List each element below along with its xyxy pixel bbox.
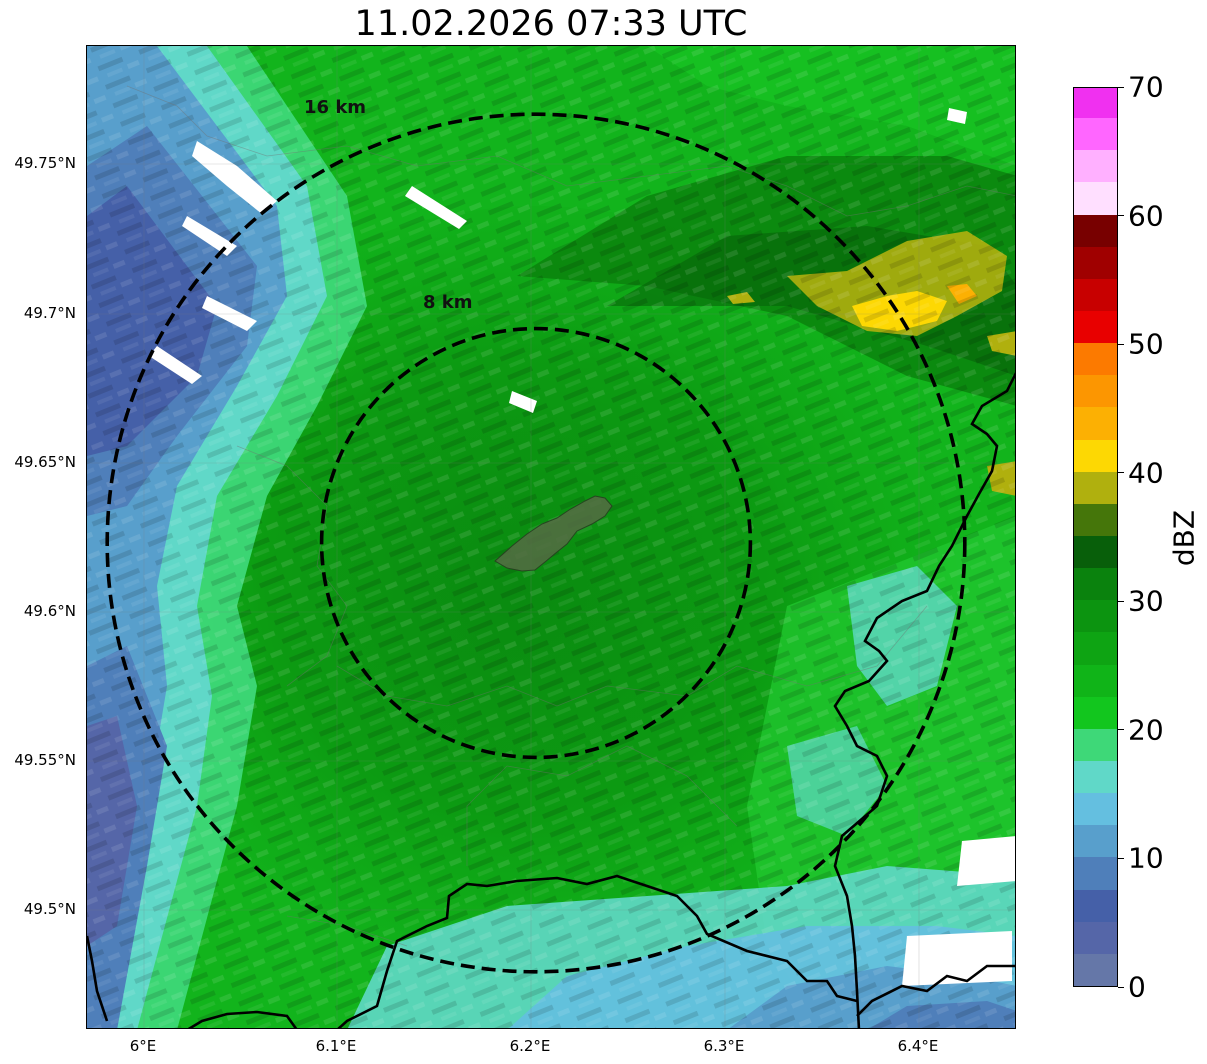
colorbar-tick bbox=[1118, 857, 1124, 859]
colorbar-tick-label: 50 bbox=[1128, 327, 1164, 361]
colorbar-segment bbox=[1074, 439, 1117, 472]
national-borders bbox=[87, 372, 1015, 1028]
lat-label: 49.7°N bbox=[23, 304, 76, 322]
colorbar-tick bbox=[1118, 472, 1124, 474]
lat-label: 49.6°N bbox=[23, 602, 76, 620]
colorbar-tick-label: 10 bbox=[1128, 841, 1164, 875]
colorbar-segment bbox=[1074, 824, 1117, 858]
colorbar-tick-label: 0 bbox=[1128, 970, 1146, 1004]
colorbar-segment bbox=[1074, 342, 1117, 376]
colorbar-segment bbox=[1074, 503, 1117, 536]
municipal-boundaries bbox=[126, 85, 1015, 947]
colorbar-tick-label: 60 bbox=[1128, 199, 1164, 233]
colorbar-segment bbox=[1074, 535, 1117, 569]
colorbar-segment bbox=[1074, 696, 1117, 729]
colorbar-segment bbox=[1074, 664, 1117, 697]
colorbar-segment bbox=[1074, 567, 1117, 601]
colorbar-segment bbox=[1074, 310, 1117, 344]
colorbar-segment bbox=[1074, 149, 1117, 183]
colorbar-segment bbox=[1074, 599, 1117, 633]
colorbar-tick bbox=[1118, 215, 1124, 217]
colorbar-segment bbox=[1074, 792, 1117, 826]
colorbar-segment bbox=[1074, 214, 1117, 247]
colorbar-segment bbox=[1074, 406, 1117, 440]
colorbar-tick bbox=[1118, 343, 1124, 345]
colorbar-segment bbox=[1074, 374, 1117, 408]
colorbar-tick-label: 70 bbox=[1128, 70, 1164, 104]
colorbar-segment bbox=[1074, 471, 1117, 504]
gridlines bbox=[87, 46, 1015, 1028]
range-ring-16km bbox=[105, 112, 967, 974]
range-rings bbox=[105, 112, 967, 974]
colorbar-segment bbox=[1074, 88, 1117, 119]
ring-label-8km: 8 km bbox=[423, 292, 473, 313]
lon-label: 6.3°E bbox=[703, 1037, 745, 1055]
colorbar-segment bbox=[1074, 953, 1117, 986]
no-echo-patches bbox=[149, 108, 1015, 986]
colorbar-segment bbox=[1074, 278, 1117, 311]
colorbar-tick bbox=[1118, 729, 1124, 731]
colorbar-segment bbox=[1074, 921, 1117, 954]
colorbar-tick bbox=[1118, 986, 1124, 988]
lon-label: 6.2°E bbox=[509, 1037, 551, 1055]
lat-label: 49.5°N bbox=[23, 900, 76, 918]
colorbar-segment bbox=[1074, 728, 1117, 761]
lon-label: 6.4°E bbox=[897, 1037, 939, 1055]
lat-label: 49.65°N bbox=[14, 453, 76, 471]
colorbar-tick-label: 40 bbox=[1128, 456, 1164, 490]
ring-label-16km: 16 km bbox=[304, 97, 367, 118]
colorbar-unit-label: dBZ bbox=[1167, 509, 1201, 567]
lat-label: 49.55°N bbox=[14, 751, 76, 769]
radar-map-canvas bbox=[87, 46, 1015, 1028]
colorbar-tick-label: 30 bbox=[1128, 584, 1164, 618]
urban-area bbox=[494, 495, 613, 572]
lon-label: 6.1°E bbox=[315, 1037, 357, 1055]
colorbar-segment bbox=[1074, 889, 1117, 922]
colorbar-segment bbox=[1074, 246, 1117, 279]
colorbar-segment bbox=[1074, 856, 1117, 890]
colorbar-segment bbox=[1074, 631, 1117, 665]
colorbar-segment bbox=[1074, 181, 1117, 215]
radar-map[interactable] bbox=[86, 45, 1016, 1029]
range-ring-8km bbox=[319, 326, 753, 760]
lat-label: 49.75°N bbox=[14, 154, 76, 172]
colorbar-segment bbox=[1074, 760, 1117, 794]
map-title: 11.02.2026 07:33 UTC bbox=[354, 4, 748, 44]
lon-label: 6°E bbox=[129, 1037, 157, 1055]
colorbar-tick-label: 20 bbox=[1128, 713, 1164, 747]
colorbar-tick bbox=[1118, 600, 1124, 602]
colorbar-tick bbox=[1118, 86, 1124, 88]
colorbar-segment bbox=[1074, 117, 1117, 151]
colorbar bbox=[1073, 87, 1118, 987]
